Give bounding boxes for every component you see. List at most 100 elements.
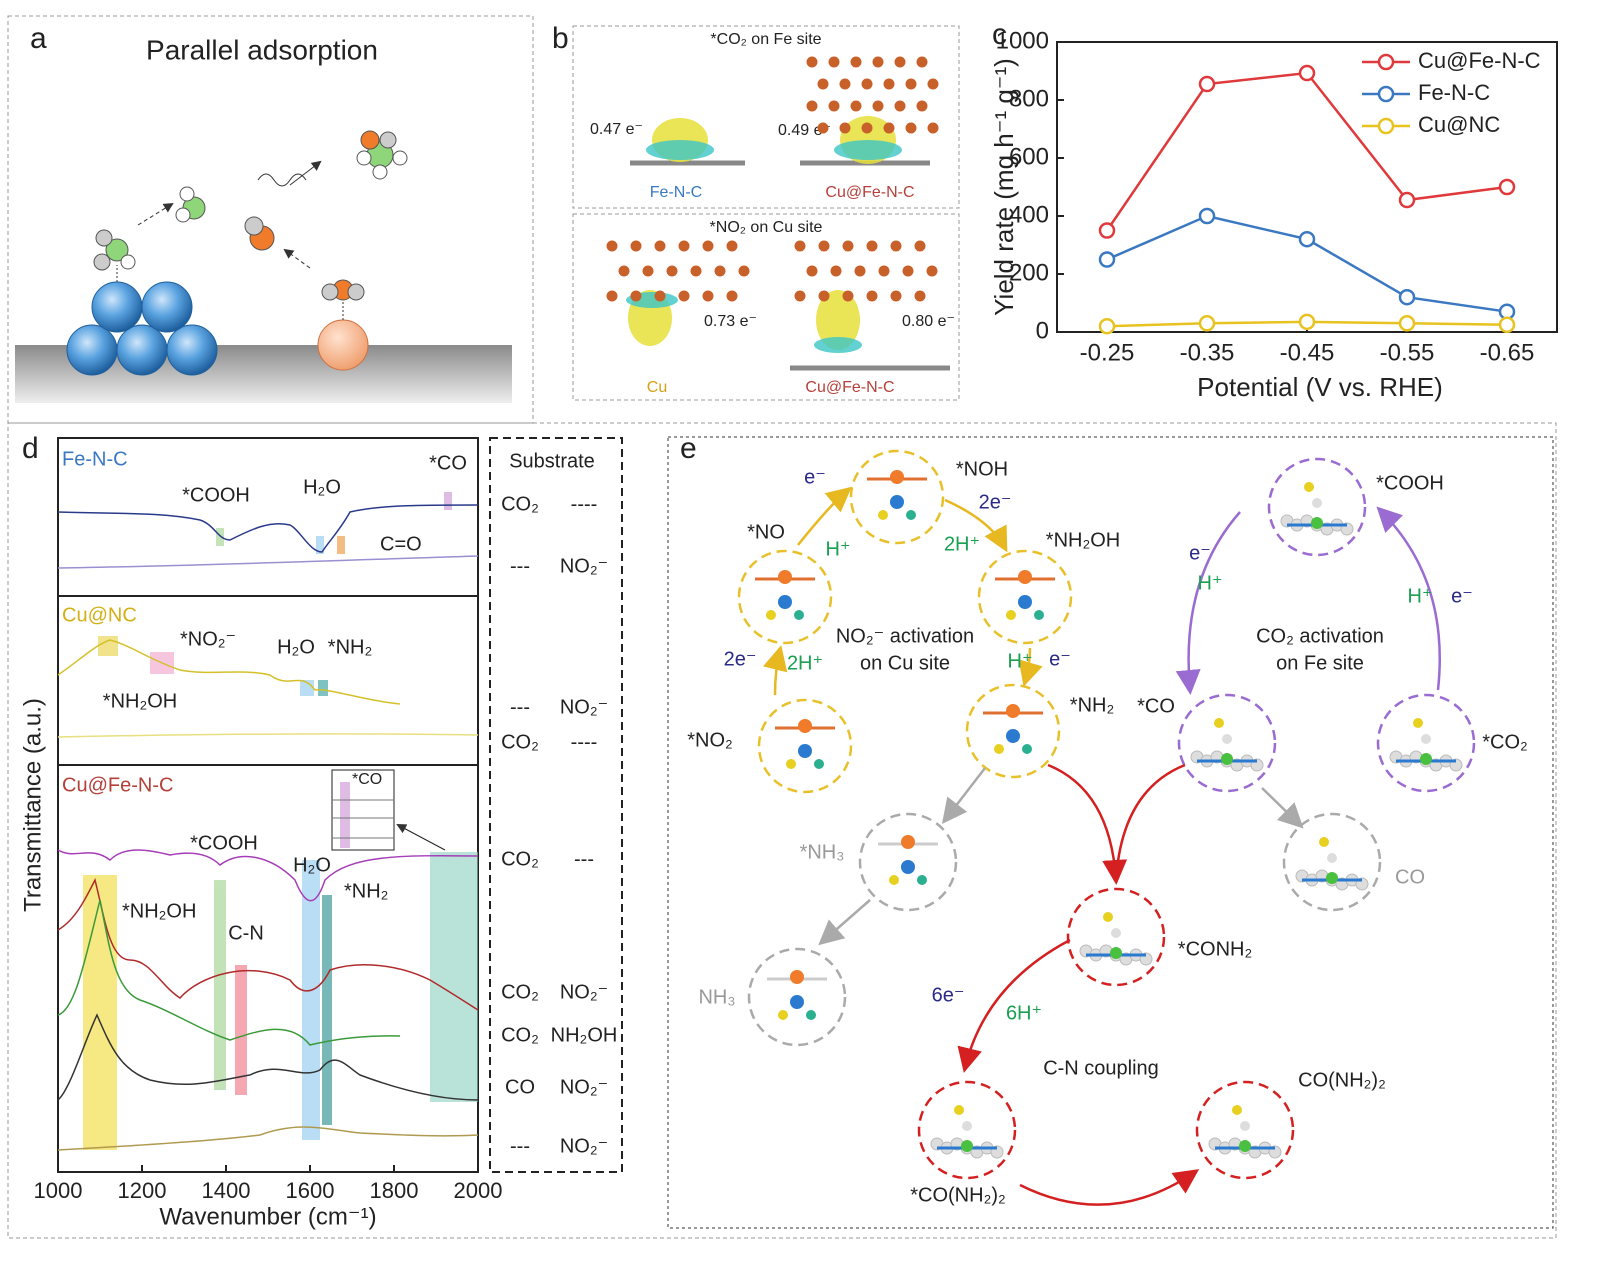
- y-axis-label: Transmittance (a.u.): [19, 698, 46, 912]
- panel-d: d Fe-N-C *COOH H₂O *CO C=O Cu@: [19, 432, 623, 1230]
- band-label: *NH₂: [328, 636, 372, 658]
- cu-atom: [806, 56, 818, 68]
- cu-atom: [806, 100, 818, 112]
- y-tick-label: 800: [1009, 85, 1049, 112]
- atom: [790, 995, 804, 1009]
- data-point: [1398, 288, 1416, 306]
- atom: [1214, 718, 1224, 728]
- sub-frame: [572, 25, 960, 209]
- cu-atom: [842, 290, 854, 302]
- cu-atom: [738, 265, 750, 277]
- cu-atom: [914, 240, 926, 252]
- substrate-cell: CO₂: [501, 1024, 539, 1046]
- atom: [890, 470, 904, 484]
- band-label: *CO: [429, 452, 467, 474]
- cu-atom: [817, 78, 829, 90]
- cu-atom: [861, 122, 873, 134]
- panel-frame: [7, 15, 534, 424]
- diagram-label: e⁻: [1049, 648, 1071, 670]
- cu-atom: [905, 78, 917, 90]
- diagram-label: 2e⁻: [979, 491, 1012, 513]
- atom: [890, 495, 904, 509]
- band-highlights: [83, 492, 478, 1150]
- cu-atom: [927, 122, 939, 134]
- substrate-frame: [489, 437, 623, 1173]
- atom: [1319, 837, 1329, 847]
- panel-frame: [7, 422, 1557, 1239]
- plot-frame: [57, 437, 479, 1173]
- cu-atom: [714, 265, 726, 277]
- cu-atom: [890, 240, 902, 252]
- cu-atom: [902, 265, 914, 277]
- atom: [1232, 1105, 1242, 1115]
- diagram-label: *NOH: [956, 458, 1008, 480]
- cu-atom: [726, 240, 738, 252]
- cu-atom: [839, 122, 851, 134]
- diagram-label: e⁻: [1189, 542, 1211, 564]
- data-point: [1298, 313, 1316, 331]
- band-label: H₂O: [293, 854, 331, 876]
- panel-a: a Parallel adsorption: [15, 22, 512, 403]
- cu-atom: [666, 265, 678, 277]
- panel-label: d: [22, 432, 39, 465]
- substrate-cell: ----: [571, 731, 598, 753]
- atom: [1018, 595, 1032, 609]
- y-tick-label: 1000: [996, 27, 1049, 54]
- cu-atom: [905, 122, 917, 134]
- diagram-label: *CO₂: [1482, 731, 1528, 753]
- cu-atom: [890, 290, 902, 302]
- substrate-cell: CO₂: [501, 981, 539, 1003]
- x-tick-label: 1200: [118, 1178, 167, 1203]
- atom: [798, 719, 812, 733]
- diagram-label: C-N coupling: [1043, 1057, 1159, 1079]
- data-point: [1198, 315, 1216, 332]
- substrate-cell: CO₂: [501, 731, 539, 753]
- data-point: [1098, 317, 1116, 335]
- cu-atom: [866, 240, 878, 252]
- sub-frame: [572, 213, 960, 401]
- data-point: [1298, 64, 1316, 82]
- atom: [961, 1140, 973, 1152]
- x-tick-label: 1400: [202, 1178, 251, 1203]
- cu-atom: [630, 240, 642, 252]
- diagram-label: *NH₂: [1070, 694, 1114, 716]
- cu-atom: [630, 290, 642, 302]
- atom: [1420, 753, 1432, 765]
- atom: [917, 875, 927, 885]
- diagram-label: *NO₂: [687, 729, 733, 751]
- charge-label: 0.80 e⁻: [902, 313, 955, 330]
- band-label: *NH₂: [344, 880, 388, 902]
- panel-label: c: [992, 18, 1007, 51]
- charge-label: 0.47 e⁻: [590, 121, 643, 138]
- legend-marker: [1377, 85, 1395, 103]
- atom: [790, 970, 804, 984]
- band-label: *NH₂OH: [122, 900, 196, 922]
- band-label: *COOH: [182, 484, 250, 506]
- atom: [814, 759, 824, 769]
- substrate-cell: NO₂⁻: [560, 555, 608, 577]
- cu-atom: [806, 265, 818, 277]
- spectrum-title: Cu@Fe-N-C: [62, 774, 173, 796]
- charge-label: 0.73 e⁻: [704, 313, 757, 330]
- atom: [962, 1121, 972, 1131]
- atom: [954, 1105, 964, 1115]
- atom: [1312, 498, 1322, 508]
- cu-atom: [894, 56, 906, 68]
- substrate-header: Substrate: [509, 450, 595, 472]
- panel-label: e: [680, 432, 697, 465]
- atom: [906, 510, 916, 520]
- cu-atom: [654, 290, 666, 302]
- atom: [1006, 704, 1020, 718]
- cu-atom: [818, 290, 830, 302]
- cu-atom: [914, 290, 926, 302]
- structure-label: Fe-N-C: [650, 184, 702, 201]
- diagram-label: on Cu site: [860, 652, 950, 674]
- cu-atom: [916, 56, 928, 68]
- band-label: H₂O: [277, 636, 315, 658]
- band-label: *CO: [352, 771, 382, 788]
- atom: [901, 835, 915, 849]
- x-tick-label: -0.35: [1180, 339, 1235, 366]
- cu-atom: [818, 240, 830, 252]
- atom: [766, 610, 776, 620]
